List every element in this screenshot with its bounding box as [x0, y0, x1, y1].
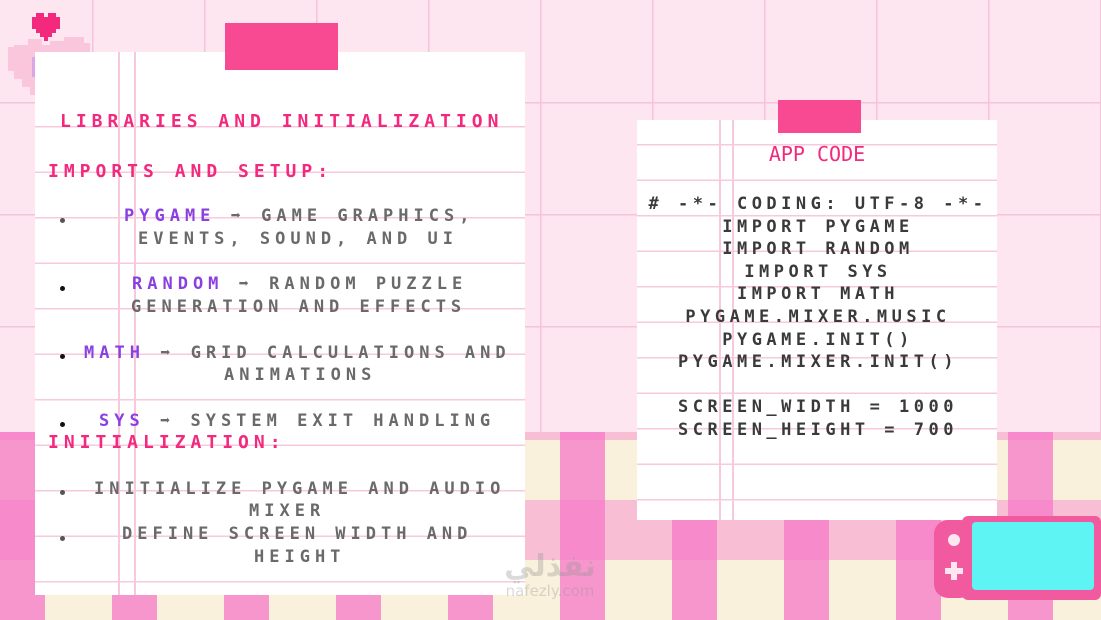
keyword: PYGAME: [124, 206, 216, 226]
code-line: SCREEN_HEIGHT = 700: [678, 419, 958, 440]
code-line: SCREEN_WIDTH = 1000: [678, 397, 958, 418]
tape: [225, 23, 338, 70]
code-line: IMPORT RANDOM: [722, 239, 914, 260]
app-code-card: [637, 120, 997, 520]
code-block: # -*- CODING: UTF-8 -*- IMPORT PYGAME IMPO…: [637, 193, 999, 442]
code-line: [637, 374, 999, 397]
code-line: IMPORT MATH: [736, 284, 900, 305]
code-line: PYGAME.MIXER.MUSIC: [685, 306, 951, 327]
libraries-card: [35, 52, 525, 595]
code-line: IMPORT PYGAME: [722, 216, 914, 237]
game-console-icon: [934, 516, 1101, 600]
code-line: PYGAME.MIXER.INIT(): [678, 352, 958, 373]
code-line: IMPORT SYS: [744, 261, 892, 282]
section-heading: IMPORTS AND SETUP:: [48, 161, 334, 182]
tape: [778, 100, 861, 133]
code-title: APP CODE: [768, 142, 866, 166]
card-title: LIBRARIES AND INITIALIZATION: [60, 111, 504, 132]
watermark: نفذلي nafezly.com: [504, 549, 596, 601]
code-line: PYGAME.INIT(): [722, 329, 914, 350]
section-heading: INITIALIZATION:: [48, 432, 286, 453]
code-line: # -*- CODING: UTF-8 -*-: [648, 194, 988, 214]
